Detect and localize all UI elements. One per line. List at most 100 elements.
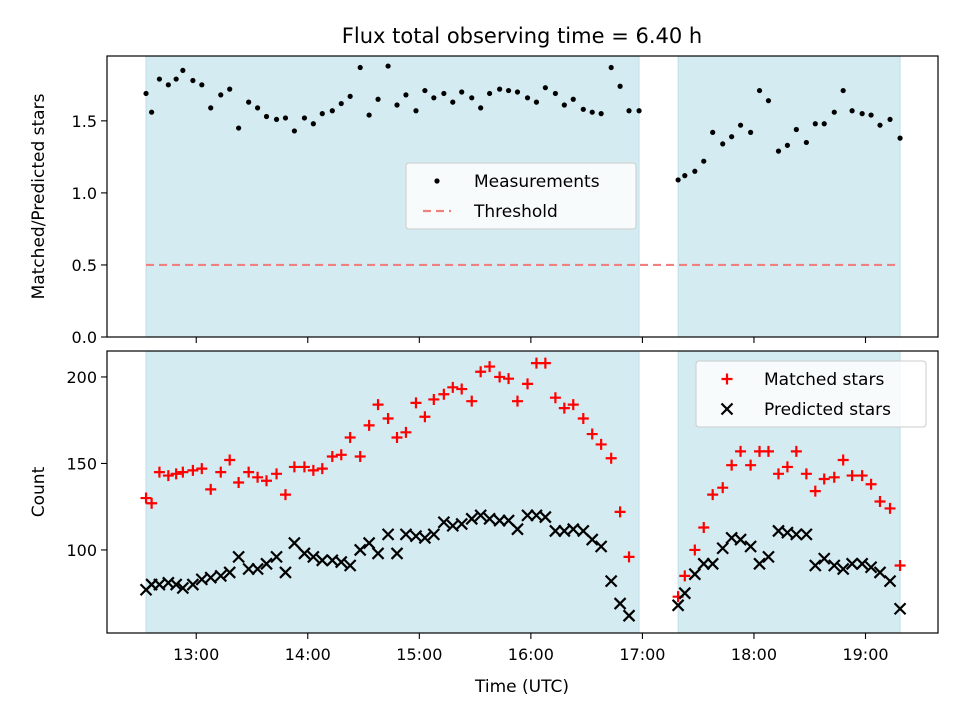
series-measurements [143,63,903,183]
data-point [344,432,356,444]
data-point [868,112,874,118]
legend: Measurements Threshold [405,162,637,230]
data-point [403,92,409,98]
data-point [577,412,589,424]
data-point [441,90,447,97]
data-point [753,557,766,571]
data-point [622,609,636,622]
data-point [800,468,812,480]
data-point [223,566,236,579]
x-tick-label: 16:00 [508,645,554,664]
data-point [840,87,846,94]
data-point [242,562,255,576]
data-point [263,113,270,120]
data-point [288,536,301,550]
data-point [486,90,493,97]
data-point [316,463,328,475]
data-point [146,497,158,509]
legend-label: Predicted stars [764,400,891,420]
data-point [549,392,561,404]
legend-marker [720,402,734,416]
data-point [585,533,599,546]
data-point [475,366,487,378]
data-point [190,77,196,84]
data-point [589,109,595,115]
data-point [261,475,273,487]
data-point [679,570,691,582]
data-point [149,109,155,115]
data-point [260,557,273,571]
data-point [893,602,907,616]
data-point [818,473,830,485]
data-point [511,395,523,407]
data-point [617,83,623,89]
data-point [675,177,681,183]
legend-label: Measurements [474,172,600,192]
data-point [291,128,297,134]
data-point [859,111,865,117]
x-tick-label: 18:00 [731,645,777,664]
data-point [301,115,308,121]
observing-window-1 [145,350,640,634]
data-point [614,506,626,518]
data-point [505,87,512,94]
data-point [756,87,763,94]
data-point [347,93,353,99]
data-point [176,581,190,595]
data-point [483,512,496,526]
data-point [180,67,186,74]
y-tick-label: 200 [66,368,97,387]
data-point [762,445,774,457]
data-point [153,466,165,478]
data-point [745,459,757,471]
data-point [856,470,868,482]
data-point [726,459,738,471]
data-point [678,586,692,600]
data-point [227,86,233,92]
data-point [717,482,729,494]
data-point [326,451,338,463]
data-point [338,100,344,107]
series-matched-stars [140,357,906,603]
data-point [539,357,551,369]
data-point [343,559,357,572]
data-point [827,559,841,572]
data-point [156,76,163,82]
data-point [215,466,227,478]
legend: Matched stars Predicted stars [695,360,927,428]
data-point [707,489,719,501]
legend-label: Threshold [473,202,558,222]
data-point [385,63,391,69]
plot-frame [106,350,939,634]
data-point [837,454,849,466]
data-point [511,522,524,536]
y-tick-label: 0.0 [72,328,97,347]
data-point [465,512,479,526]
data-point [390,547,404,560]
data-point [371,547,385,560]
data-point [165,82,171,88]
data-point [594,540,608,553]
data-point [626,108,632,114]
data-point [372,399,384,411]
data-point [549,524,562,538]
data-point [394,102,400,108]
data-point [450,99,456,105]
data-point [542,85,548,91]
y-axis-label: Matched/Predicted stars [29,93,49,299]
data-point [762,550,775,564]
data-point [319,111,325,117]
data-point [864,560,878,574]
data-point [366,112,372,118]
data-point [503,373,515,385]
data-point [521,509,534,522]
y-tick-label: 0.5 [72,256,97,275]
data-point [497,86,503,92]
data-point [140,492,152,504]
data-point [809,559,822,572]
data-point [812,121,818,127]
data-point [438,388,450,400]
observing-window-2 [677,55,901,338]
data-point [598,111,604,117]
data-point [196,463,208,475]
